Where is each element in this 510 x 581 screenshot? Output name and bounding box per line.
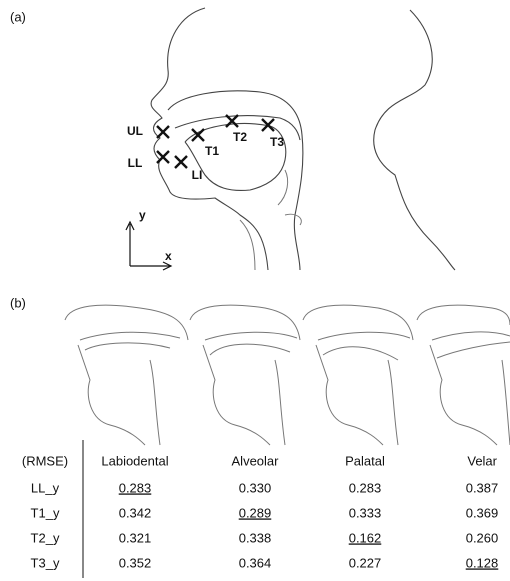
- marker-label: UL: [127, 124, 143, 138]
- table-cell: 0.283: [349, 480, 382, 495]
- table-cell: 0.333: [349, 505, 382, 520]
- panel-label: (b): [10, 295, 26, 310]
- table-cell: 0.227: [349, 555, 382, 570]
- marker-cross: [157, 151, 169, 163]
- marker-label: LL: [128, 156, 143, 170]
- table-header: Velar: [467, 453, 497, 468]
- axis-label: y: [139, 208, 146, 222]
- table-cell: 0.289: [239, 505, 272, 520]
- table-header: Palatal: [345, 453, 385, 468]
- table-header: Alveolar: [232, 453, 280, 468]
- table-cell: 0.260: [466, 530, 499, 545]
- table-cell: 0.162: [349, 530, 382, 545]
- sagittal-sketches: [65, 305, 510, 445]
- table-header: Labiodental: [101, 453, 168, 468]
- results-table: (RMSE) Labiodental Alveolar Palatal Velar LL_…: [22, 453, 498, 570]
- table-cell: 0.387: [466, 480, 499, 495]
- marker-cross: [226, 115, 238, 127]
- row-label: T1_y: [31, 505, 60, 520]
- panel-label: (a): [10, 9, 26, 24]
- row-label: T3_y: [31, 555, 60, 570]
- marker-label: LI: [192, 168, 203, 182]
- figure: (a) ULLLLIT1T2T3 y x (b) (RMSE)Labiod: [0, 0, 510, 581]
- row-label: LL_y: [31, 480, 60, 495]
- marker-cross: [175, 156, 187, 168]
- table-cell: 0.321: [119, 530, 152, 545]
- axis-label: x: [165, 249, 172, 263]
- table-cell: 0.342: [119, 505, 152, 520]
- vocal-tract: [151, 8, 455, 270]
- row-label: T2_y: [31, 530, 60, 545]
- table-cell: 0.338: [239, 530, 272, 545]
- table-cell: 0.364: [239, 555, 272, 570]
- table-cell: 0.128: [466, 555, 499, 570]
- table-cell: 0.283: [119, 480, 152, 495]
- marker-cross: [157, 126, 169, 138]
- marker-label: T1: [205, 144, 219, 158]
- table-header: (RMSE): [22, 453, 68, 468]
- marker-label: T3: [270, 135, 284, 149]
- table-cell: 0.352: [119, 555, 152, 570]
- table-cell: 0.330: [239, 480, 272, 495]
- marker-label: T2: [233, 130, 247, 144]
- table-cell: 0.369: [466, 505, 499, 520]
